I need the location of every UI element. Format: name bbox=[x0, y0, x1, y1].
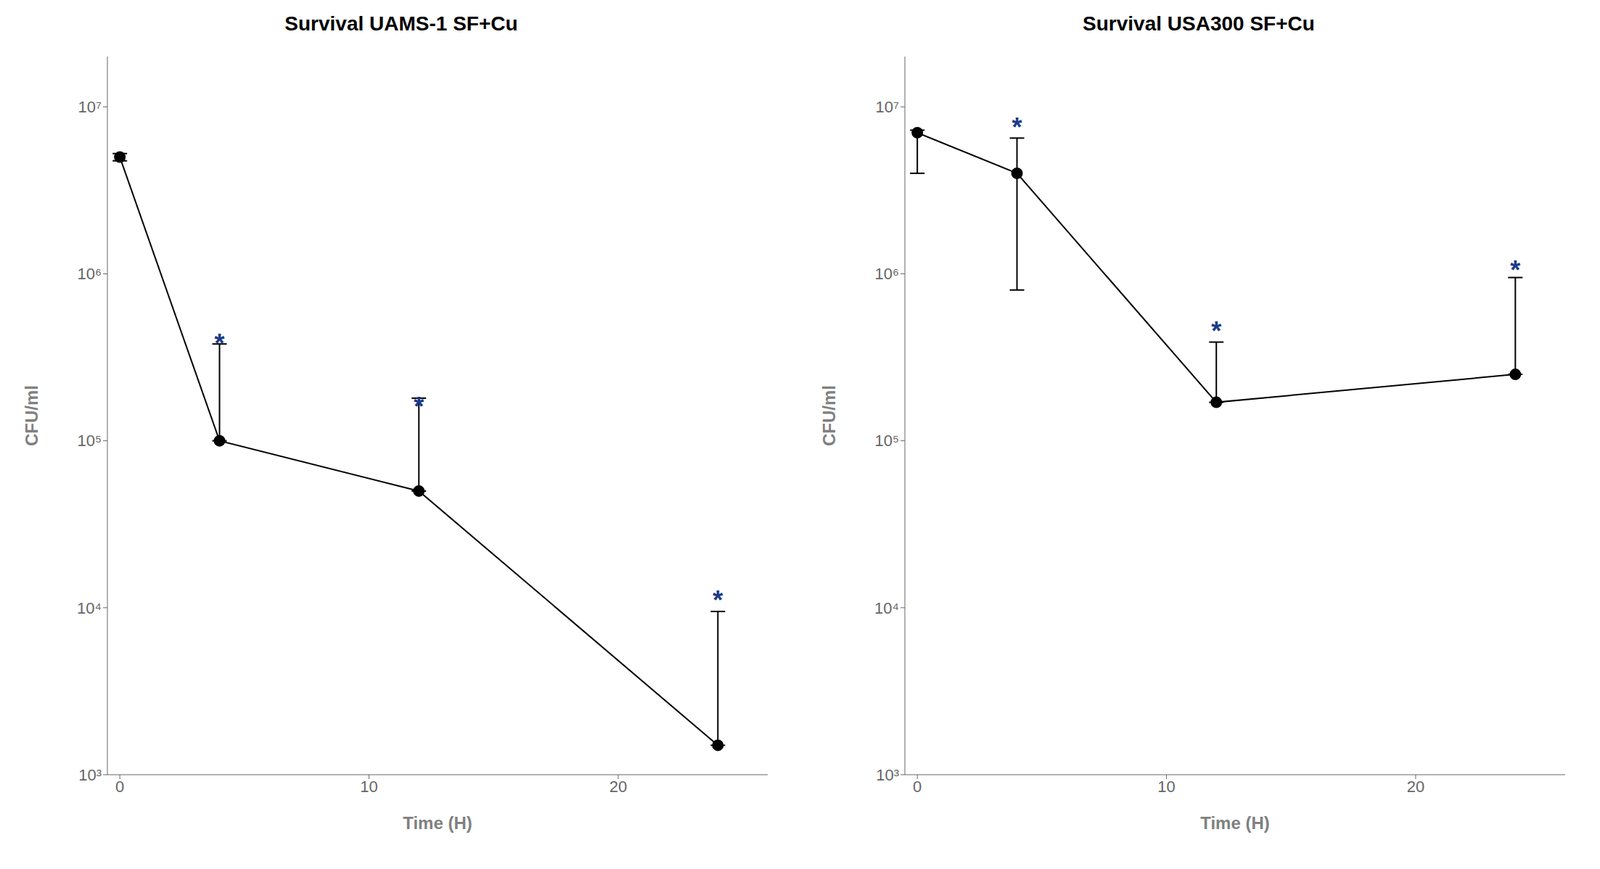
svg-text:10⁷: 10⁷ bbox=[78, 97, 102, 117]
svg-text:20: 20 bbox=[1406, 777, 1425, 797]
svg-text:10: 10 bbox=[1157, 777, 1175, 797]
svg-text:10⁵: 10⁵ bbox=[874, 431, 900, 450]
svg-text:*: * bbox=[1510, 255, 1521, 286]
svg-text:Time (H): Time (H) bbox=[1200, 813, 1270, 834]
html-text:Survival USA300 SF+Cu: Survival USA300 SF+Cu bbox=[1082, 12, 1315, 35]
svg-text:CFU/ml: CFU/ml bbox=[819, 385, 839, 447]
svg-text:10⁶: 10⁶ bbox=[874, 264, 900, 283]
svg-text:Time (H): Time (H) bbox=[402, 813, 473, 834]
svg-text:10⁵: 10⁵ bbox=[76, 431, 102, 450]
svg-text:10: 10 bbox=[359, 777, 378, 797]
svg-text:0: 0 bbox=[912, 777, 922, 797]
svg-text:*: * bbox=[413, 391, 424, 422]
svg-text:*: * bbox=[1211, 316, 1222, 347]
svg-text:*: * bbox=[1012, 112, 1023, 143]
html-text:Survival UAMS-1 SF+Cu: Survival UAMS-1 SF+Cu bbox=[284, 12, 518, 35]
svg-text:10⁴: 10⁴ bbox=[76, 599, 102, 618]
svg-text:0: 0 bbox=[115, 777, 125, 797]
svg-text:*: * bbox=[214, 328, 225, 359]
svg-text:CFU/ml: CFU/ml bbox=[21, 385, 42, 447]
svg-text:20: 20 bbox=[609, 777, 627, 797]
svg-text:10⁴: 10⁴ bbox=[874, 599, 900, 618]
svg-text:10³: 10³ bbox=[78, 766, 102, 785]
svg-text:10³: 10³ bbox=[875, 766, 900, 785]
svg-text:10⁷: 10⁷ bbox=[875, 97, 900, 117]
svg-text:10⁶: 10⁶ bbox=[76, 264, 102, 283]
svg-text:*: * bbox=[712, 585, 723, 616]
